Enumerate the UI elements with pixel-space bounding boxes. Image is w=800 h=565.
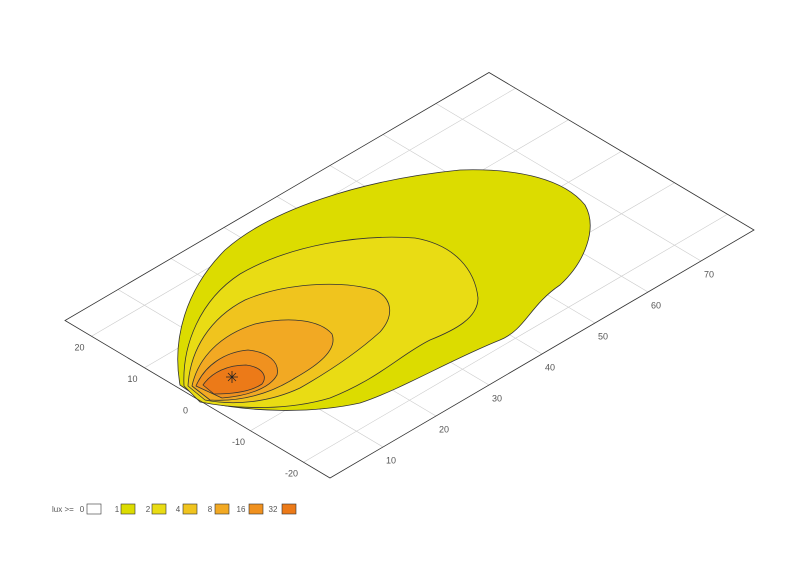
y-tick-label: 0 [183,406,188,416]
legend-label: 4 [176,505,181,514]
legend-swatch [248,503,264,515]
x-tick-label: 70 [704,269,714,279]
x-tick-label: 10 [386,455,396,465]
legend: lux >= 0 1 2 4 8 16 32 [52,503,297,515]
x-tick-label: 40 [545,362,555,372]
x-tick-label: 20 [439,424,449,434]
y-tick-label: -20 [285,469,298,479]
legend-label: 8 [208,505,213,514]
y-tick-label: 10 [127,374,137,384]
contours [177,169,591,411]
y-tick-label: 20 [74,343,84,353]
legend-swatch [281,503,297,515]
legend-label: 2 [146,505,151,514]
legend-swatch [214,503,230,515]
plot-frame [64,72,755,479]
legend-label: 1 [115,505,120,514]
legend-swatch [120,503,136,515]
x-tick-label: 60 [651,300,661,310]
legend-title: lux >= [52,505,74,514]
frame: 10 20 30 40 50 60 70 -20 -10 0 10 20 [64,72,755,479]
light-source [226,371,238,383]
legend-swatch [151,503,167,515]
legend-swatch [182,503,198,515]
x-tick-label: 50 [598,331,608,341]
x-tick-label: 30 [492,393,502,403]
legend-label: 0 [80,505,85,514]
legend-label: 16 [237,505,246,514]
contour-region [202,364,265,395]
grid-line [303,213,728,463]
legend-swatch [86,503,102,515]
y-tick-label: -10 [232,437,245,447]
legend-label: 32 [269,505,278,514]
